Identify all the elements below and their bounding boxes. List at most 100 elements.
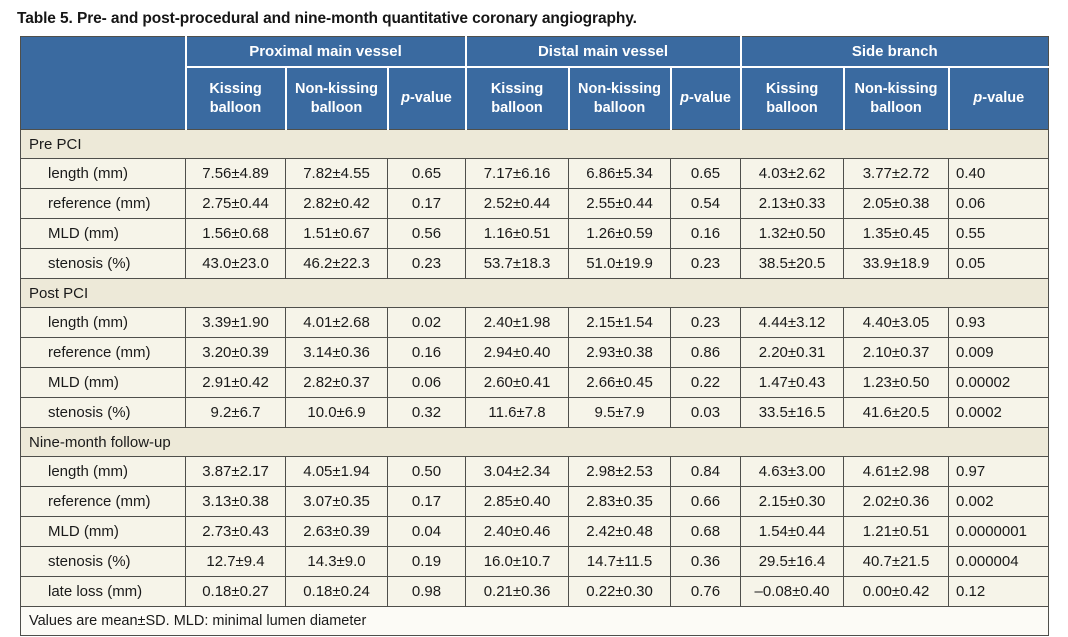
value-cell: 0.55 <box>948 218 1050 249</box>
value-cell: 33.5±16.5 <box>740 397 845 428</box>
value-cell: 0.32 <box>386 397 467 428</box>
page-title: Table 5. Pre- and post-procedural and ni… <box>17 10 637 27</box>
value-cell: 12.7±9.4 <box>185 546 286 577</box>
value-cell: 4.44±3.12 <box>740 307 845 338</box>
value-cell: 0.56 <box>386 218 467 249</box>
value-cell: 4.01±2.68 <box>285 307 388 338</box>
value-cell: 3.07±0.35 <box>285 486 388 517</box>
value-cell: 2.75±0.44 <box>185 188 286 219</box>
value-cell: 46.2±22.3 <box>285 248 388 279</box>
value-cell: 2.83±0.35 <box>568 486 672 517</box>
table-row: MLD (mm) 1.56±0.68 1.51±0.67 0.56 1.16±0.51 1… <box>20 218 1050 249</box>
sub-header-nonkissing-side: Non-kissing balloon <box>843 67 950 130</box>
value-cell: 10.0±6.9 <box>285 397 388 428</box>
value-cell: 2.63±0.39 <box>285 516 388 547</box>
value-cell: 0.66 <box>670 486 742 517</box>
value-cell: 2.02±0.36 <box>843 486 950 517</box>
row-label: reference (mm) <box>20 486 186 517</box>
value-cell: 0.002 <box>948 486 1050 517</box>
value-cell: 0.98 <box>386 576 467 607</box>
value-cell: 2.85±0.40 <box>465 486 570 517</box>
value-cell: 0.009 <box>948 337 1050 368</box>
qca-table: Proximal main vessel Distal main vessel … <box>19 36 1050 636</box>
value-cell: 2.91±0.42 <box>185 367 286 398</box>
sub-header-pvalue-proximal: p-value <box>387 67 467 130</box>
value-cell: 1.54±0.44 <box>740 516 845 547</box>
value-cell: 2.82±0.37 <box>285 367 388 398</box>
table-row: MLD (mm) 2.73±0.43 2.63±0.39 0.04 2.40±0.46 2… <box>20 516 1050 547</box>
row-label: stenosis (%) <box>20 546 186 577</box>
value-cell: 14.7±11.5 <box>568 546 672 577</box>
value-cell: 2.66±0.45 <box>568 367 672 398</box>
table-row: length (mm) 3.87±2.17 4.05±1.94 0.50 3.04±2.… <box>20 456 1050 487</box>
value-cell: 2.94±0.40 <box>465 337 570 368</box>
group-header-proximal: Proximal main vessel <box>185 36 467 68</box>
value-cell: 0.17 <box>386 188 467 219</box>
row-label: length (mm) <box>20 307 186 338</box>
value-cell: 2.15±0.30 <box>740 486 845 517</box>
value-cell: 2.40±1.98 <box>465 307 570 338</box>
value-cell: 3.87±2.17 <box>185 456 286 487</box>
sub-header-row: Kissing balloon Non-kissing balloon p-va… <box>21 67 1049 130</box>
value-cell: 4.40±3.05 <box>843 307 950 338</box>
value-cell: 7.17±6.16 <box>465 158 570 189</box>
row-label: reference (mm) <box>20 337 186 368</box>
row-label: MLD (mm) <box>20 367 186 398</box>
group-header-side-branch: Side branch <box>740 36 1049 68</box>
value-cell: 1.16±0.51 <box>465 218 570 249</box>
group-header-distal: Distal main vessel <box>465 36 742 68</box>
value-cell: 0.05 <box>948 248 1050 279</box>
value-cell: 0.18±0.27 <box>185 576 286 607</box>
value-cell: 1.32±0.50 <box>740 218 845 249</box>
value-cell: 29.5±16.4 <box>740 546 845 577</box>
value-cell: 1.51±0.67 <box>285 218 388 249</box>
value-cell: 33.9±18.9 <box>843 248 950 279</box>
p-rest: -value <box>688 90 731 107</box>
value-cell: 41.6±20.5 <box>843 397 950 428</box>
row-label: late loss (mm) <box>20 576 186 607</box>
p-rest: -value <box>409 90 452 107</box>
sub-header-kissing-distal: Kissing balloon <box>465 67 570 130</box>
row-label: stenosis (%) <box>20 248 186 279</box>
p-italic: p <box>680 90 689 107</box>
table-row: stenosis (%) 12.7±9.4 14.3±9.0 0.19 16.0±10.… <box>20 546 1050 577</box>
row-label: MLD (mm) <box>20 516 186 547</box>
value-cell: 0.0002 <box>948 397 1050 428</box>
table-footer: Values are mean±SD. MLD: minimal lumen d… <box>19 606 1050 636</box>
p-italic: p <box>973 90 983 107</box>
value-cell: 0.06 <box>948 188 1050 219</box>
value-cell: 1.35±0.45 <box>843 218 950 249</box>
value-cell: 2.40±0.46 <box>465 516 570 547</box>
section-label: Pre PCI <box>19 129 1050 159</box>
corner-cell <box>20 36 187 130</box>
table-header: Proximal main vessel Distal main vessel … <box>20 36 1049 130</box>
value-cell: 1.26±0.59 <box>568 218 672 249</box>
value-cell: 3.39±1.90 <box>185 307 286 338</box>
value-cell: 0.84 <box>670 456 742 487</box>
sub-header-pvalue-distal: p-value <box>670 67 742 130</box>
value-cell: 3.13±0.38 <box>185 486 286 517</box>
value-cell: 38.5±20.5 <box>740 248 845 279</box>
table-row: length (mm) 3.39±1.90 4.01±2.68 0.02 2.40±1.… <box>20 307 1050 338</box>
value-cell: 0.22±0.30 <box>568 576 672 607</box>
value-cell: 0.06 <box>386 367 467 398</box>
value-cell: 16.0±10.7 <box>465 546 570 577</box>
value-cell: 4.61±2.98 <box>843 456 950 487</box>
section-row: Pre PCI <box>19 129 1050 159</box>
value-cell: 2.05±0.38 <box>843 188 950 219</box>
table-row: stenosis (%) 43.0±23.0 46.2±22.3 0.23 53.7±1… <box>20 248 1050 279</box>
value-cell: 0.16 <box>670 218 742 249</box>
value-cell: 2.82±0.42 <box>285 188 388 219</box>
value-cell: 0.23 <box>670 307 742 338</box>
value-cell: 0.36 <box>670 546 742 577</box>
value-cell: –0.08±0.40 <box>740 576 845 607</box>
value-cell: 2.60±0.41 <box>465 367 570 398</box>
value-cell: 0.50 <box>386 456 467 487</box>
value-cell: 0.68 <box>670 516 742 547</box>
value-cell: 2.13±0.33 <box>740 188 845 219</box>
section-row: Post PCI <box>19 278 1050 308</box>
value-cell: 0.0000001 <box>948 516 1050 547</box>
value-cell: 14.3±9.0 <box>285 546 388 577</box>
value-cell: 11.6±7.8 <box>465 397 570 428</box>
value-cell: 2.20±0.31 <box>740 337 845 368</box>
